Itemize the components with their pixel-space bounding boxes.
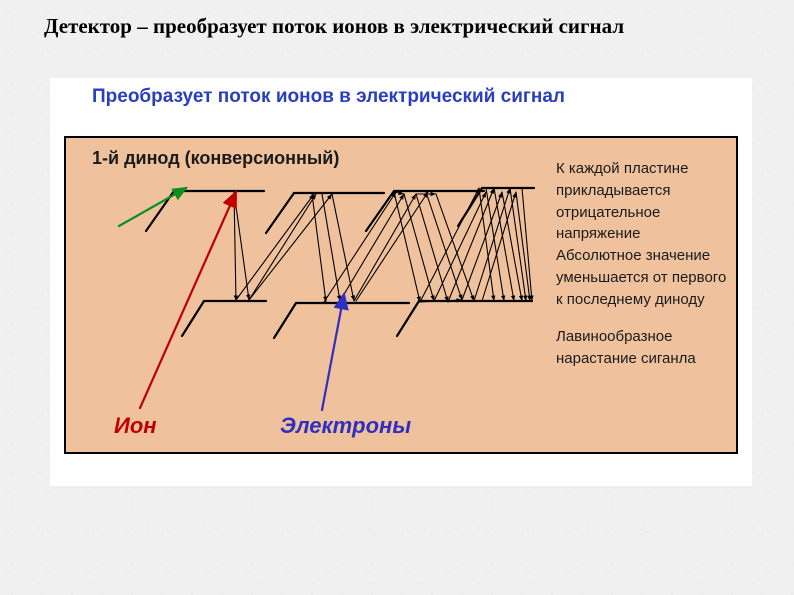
electron-label: Электроны	[280, 413, 411, 439]
panel-title: Преобразует поток ионов в электрический …	[92, 86, 565, 108]
ion-label: Ион	[114, 413, 157, 439]
side-text-1: К каждой пластине прикладывается отрицат…	[556, 158, 730, 310]
dynode-label: 1-й динод (конверсионный)	[92, 148, 339, 169]
side-text-2: Лавинообразное нарастание сиганла	[556, 326, 730, 370]
diagram-panel: Преобразует поток ионов в электрический …	[50, 78, 752, 486]
page-title: Детектор – преобразует поток ионов в эле…	[44, 14, 624, 39]
side-text: К каждой пластине прикладывается отрицат…	[556, 158, 730, 386]
